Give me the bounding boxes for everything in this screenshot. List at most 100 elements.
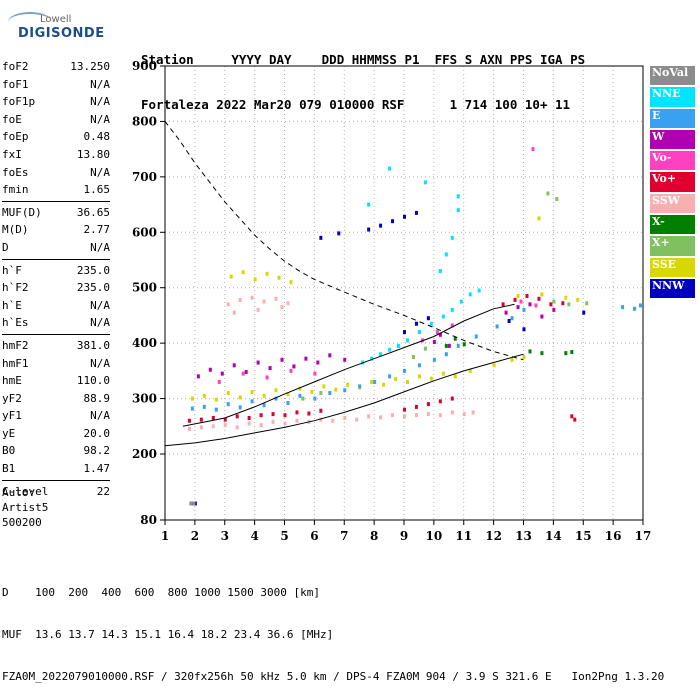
data-point	[211, 424, 215, 429]
footer-muf-value: 15.1	[134, 628, 162, 641]
param-name: h`F	[2, 263, 22, 277]
param-row: foEs N/A	[2, 164, 110, 182]
param-value: N/A	[90, 77, 110, 91]
data-point	[513, 297, 517, 302]
data-point	[226, 391, 230, 396]
legend-item: Vo+	[650, 172, 695, 194]
data-point	[417, 330, 421, 335]
data-point	[286, 401, 290, 406]
data-point	[250, 399, 254, 404]
data-point	[256, 360, 260, 365]
legend-item: Vo-	[650, 151, 695, 173]
footer-d-label: D	[2, 586, 9, 599]
data-point	[456, 194, 460, 199]
data-point	[423, 346, 427, 351]
data-point	[250, 295, 254, 300]
data-point	[379, 415, 383, 420]
param-value: 235.0	[76, 263, 110, 277]
y-tick-label: 900	[132, 59, 157, 73]
data-point	[334, 387, 338, 392]
ionogram-chart: 1 2 3 4 5 6 7 8 9 10 11 12 13 14 15 16 17802003004005006…	[132, 59, 651, 543]
data-point	[328, 353, 332, 358]
param-name: h`Es	[2, 316, 29, 330]
logo-arc	[8, 12, 52, 32]
data-point	[190, 396, 194, 401]
data-point	[570, 414, 574, 419]
header-label: PS	[570, 52, 586, 67]
param-value: 36.65	[76, 205, 110, 219]
data-point	[316, 360, 320, 365]
data-point	[298, 386, 302, 391]
data-point	[447, 343, 451, 348]
y-tick-label: 500	[132, 281, 157, 295]
y-tick-label: 200	[132, 447, 157, 461]
y-tick-label: 800	[132, 114, 157, 128]
data-point	[271, 412, 275, 417]
data-point	[379, 223, 383, 228]
data-point	[573, 417, 577, 422]
data-point	[283, 413, 287, 418]
footer-muf-value: [MHz]	[300, 628, 334, 641]
header-label: HHMMSS	[351, 52, 397, 67]
param-row: foE N/A	[2, 111, 110, 129]
x-tick-label: 9	[400, 529, 408, 543]
footer-muf-value: 14.3	[101, 628, 128, 641]
x-tick-label: 7	[340, 529, 348, 543]
param-value: 13.80	[76, 147, 110, 161]
data-point	[450, 323, 454, 328]
param-row: D N/A	[2, 239, 110, 257]
footer-muf-value: 18.2	[200, 628, 228, 641]
header-value: 11	[555, 97, 571, 112]
footer-muf-label: MUF	[2, 628, 22, 641]
header-label: S	[464, 52, 473, 67]
data-point	[235, 425, 239, 430]
data-point	[417, 374, 421, 379]
data-point	[444, 252, 448, 257]
param-value: N/A	[90, 409, 110, 423]
header-value: 1	[449, 97, 458, 112]
data-point	[223, 417, 227, 422]
param-row: foF1p N/A	[2, 93, 110, 111]
data-point	[525, 294, 529, 299]
footer-muf-value: 16.4	[167, 628, 195, 641]
data-point	[426, 412, 430, 417]
data-point	[346, 382, 350, 387]
header-value: 10+	[524, 97, 548, 112]
data-point	[450, 396, 454, 401]
param-row: h`F2 235.0	[2, 279, 110, 297]
data-point	[492, 363, 496, 368]
data-point	[328, 391, 332, 396]
data-point	[292, 364, 296, 369]
data-point	[343, 415, 347, 420]
legend-item: E	[650, 108, 695, 130]
data-point	[271, 419, 275, 424]
data-point	[274, 296, 278, 301]
param-value: 20.0	[83, 426, 111, 440]
param-name: MUF(D)	[2, 205, 42, 219]
parameter-panel: foF2 13.250 foF1 N/A foF1p N/A foE N/A foEp 0.48 f…	[2, 58, 110, 500]
legend-item: NoVal	[650, 66, 695, 88]
data-point	[462, 412, 466, 417]
param-name: D	[2, 240, 9, 254]
data-point	[262, 393, 266, 398]
footer-muf-value: 13.7	[68, 628, 95, 641]
legend-item: NNE	[650, 87, 695, 109]
data-point	[310, 389, 314, 394]
data-point	[564, 295, 568, 300]
legend-item: X-	[650, 215, 695, 237]
param-value: 1.65	[83, 183, 111, 197]
data-point	[549, 302, 553, 307]
data-point	[226, 402, 230, 407]
x-tick-label: 12	[485, 529, 502, 543]
data-point	[516, 294, 520, 299]
param-name: h`F2	[2, 281, 29, 295]
data-point	[441, 314, 445, 319]
x-tick-label: 14	[545, 529, 562, 543]
data-point	[534, 303, 538, 308]
param-row: foF2 13.250	[2, 58, 110, 76]
data-point	[280, 357, 284, 362]
param-separator	[2, 200, 110, 202]
footer-muf-value: 23.4	[233, 628, 261, 641]
data-point	[301, 396, 305, 401]
data-point	[403, 414, 406, 419]
